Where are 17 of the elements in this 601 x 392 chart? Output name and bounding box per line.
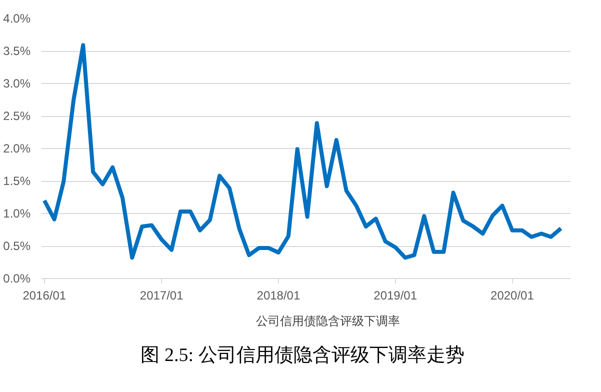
- y-tick-label: 4.0%: [3, 12, 31, 26]
- y-tick-label: 1.5%: [3, 174, 31, 188]
- x-tick-label: 2018/01: [256, 288, 300, 302]
- y-tick-label: 2.5%: [3, 109, 31, 123]
- y-tick-label: 3.0%: [3, 76, 31, 90]
- y-tick-label: 0.5%: [3, 239, 31, 253]
- x-tick-label: 2020/01: [490, 288, 534, 302]
- y-tick-label: 2.0%: [3, 142, 31, 156]
- line-series: [42, 43, 563, 260]
- y-tick-label: 0.0%: [3, 272, 31, 286]
- x-tick-label: 2016/01: [22, 288, 66, 302]
- y-tick-label: 3.5%: [3, 44, 31, 58]
- text: 公司信用债隐含评级下调率: [256, 312, 400, 330]
- text: 图 2.5: 公司信用债隐含评级下调率走势: [140, 344, 464, 368]
- x-tick-label: 2019/01: [374, 288, 418, 302]
- y-tick-label: 1.0%: [3, 206, 31, 220]
- x-tick-label: 2017/01: [140, 288, 184, 302]
